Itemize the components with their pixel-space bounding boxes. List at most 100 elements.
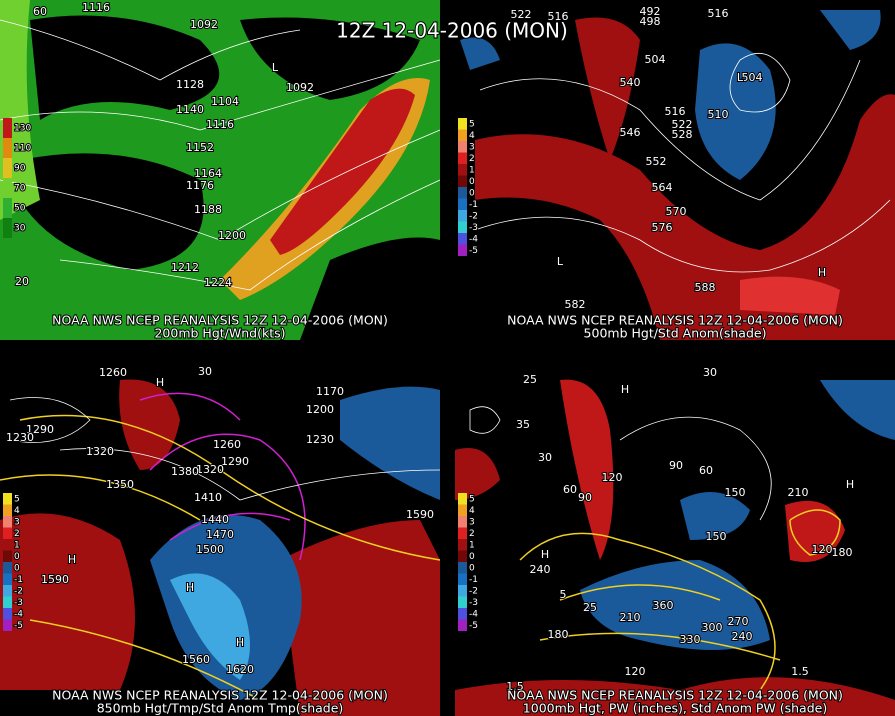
contour-label: H: [186, 581, 194, 594]
contour-label: 1320: [196, 463, 224, 476]
contour-label: 150: [706, 530, 727, 543]
panel-1000mb: [455, 375, 895, 716]
contour-label: 498: [640, 15, 661, 28]
colorbar-swatch: [3, 539, 12, 551]
contour-label: 1230: [306, 433, 334, 446]
contour-label: 552: [646, 155, 667, 168]
contour-label: L: [272, 61, 279, 74]
contour-label: 1200: [218, 229, 246, 242]
contour-label: 20: [15, 275, 29, 288]
colorbar-swatch: [458, 198, 467, 210]
contour-label: L: [737, 71, 744, 84]
contour-label: 60: [699, 464, 713, 477]
colorbar-swatch: [458, 516, 467, 528]
contour-label: 180: [548, 628, 569, 641]
contour-label: 60: [33, 5, 47, 18]
contour-label: 1152: [186, 141, 214, 154]
panel-caption: 200mb Hgt/Wnd(kts): [154, 326, 285, 341]
panel-source: NOAA NWS NCEP REANALYSIS 12Z 12-04-2006 …: [507, 688, 843, 703]
contour-label: 1128: [176, 78, 204, 91]
colorbar-label: 4: [469, 506, 475, 516]
contour-label: 564: [652, 181, 673, 194]
colorbar-label: 0: [14, 563, 20, 573]
colorbar-label: 30: [14, 224, 26, 234]
contour-label: 1290: [221, 455, 249, 468]
colorbar-label: 3: [14, 517, 20, 527]
colorbar-label: 5: [469, 119, 475, 129]
contour-label: 516: [665, 105, 686, 118]
colorbar-label: 110: [14, 144, 31, 154]
colorbar-swatch: [3, 573, 12, 585]
colorbar-swatch: [3, 198, 12, 218]
contour-label: 528: [672, 128, 693, 141]
colorbar-label: 0: [469, 563, 475, 573]
contour-label: 1200: [306, 403, 334, 416]
colorbar-label: 0: [469, 177, 475, 187]
contour-label: H: [846, 478, 854, 491]
contour-label: 30: [703, 366, 717, 379]
colorbar-label: 5: [14, 494, 20, 504]
contour-label: 120: [625, 665, 646, 678]
contour-label: 1104: [211, 95, 239, 108]
contour-label: 240: [732, 630, 753, 643]
colorbar-label: 2: [469, 529, 475, 539]
contour-label: 25: [583, 601, 597, 614]
contour-label: 1560: [182, 653, 210, 666]
panel-source: NOAA NWS NCEP REANALYSIS 12Z 12-04-2006 …: [52, 688, 388, 703]
contour-label: 1.5: [506, 680, 524, 693]
contour-label: 5: [560, 588, 567, 601]
contour-label: 1380: [171, 465, 199, 478]
panel-caption: 1000mb Hgt, PW (inches), Std Anom PW (sh…: [523, 701, 827, 716]
colorbar-swatch: [3, 608, 12, 620]
contour-label: 90: [669, 459, 683, 472]
contour-label: 1116: [206, 118, 234, 131]
contour-label: 516: [708, 7, 729, 20]
colorbar-swatch: [458, 608, 467, 620]
colorbar-swatch: [3, 516, 12, 528]
contour-label: 300: [702, 621, 723, 634]
contour-label: 1212: [171, 261, 199, 274]
colorbar-label: 3: [469, 142, 475, 152]
contour-label: H: [68, 553, 76, 566]
colorbar-swatch: [458, 527, 467, 539]
contour-label: 1260: [99, 366, 127, 379]
contour-label: 1170: [316, 385, 344, 398]
contour-label: 210: [620, 611, 641, 624]
colorbar-swatch: [458, 152, 467, 164]
colorbar-swatch: [458, 585, 467, 597]
colorbar-swatch: [3, 504, 12, 516]
colorbar-label: -2: [469, 211, 478, 221]
panel-caption: 850mb Hgt/Tmp/Std Anom Tmp(shade): [97, 701, 344, 716]
contour-label: 510: [708, 108, 729, 121]
contour-label: 588: [695, 281, 716, 294]
contour-label: 1590: [41, 573, 69, 586]
colorbar-label: -4: [469, 609, 478, 619]
colorbar-label: -3: [469, 223, 478, 233]
colorbar-swatch: [3, 596, 12, 608]
colorbar-label: 70: [14, 184, 26, 194]
contour-label: H: [156, 376, 164, 389]
contour-label: H: [236, 636, 244, 649]
colorbar-label: 3: [469, 517, 475, 527]
colorbar-swatch: [3, 619, 12, 631]
colorbar-swatch: [458, 233, 467, 245]
colorbar-label: 2: [14, 529, 20, 539]
contour-label: 60: [563, 483, 577, 496]
panel-caption: 500mb Hgt/Std Anom(shade): [584, 326, 767, 341]
colorbar-swatch: [458, 221, 467, 233]
contour-label: 1188: [194, 203, 222, 216]
contour-label: 1116: [82, 1, 110, 14]
contour-label: L: [557, 255, 564, 268]
colorbar-label: -4: [14, 609, 23, 619]
contour-label: 90: [578, 491, 592, 504]
contour-label: 30: [198, 365, 212, 378]
colorbar-label: 0: [469, 188, 475, 198]
contour-label: 582: [565, 298, 586, 311]
colorbar-swatch: [3, 550, 12, 562]
contour-label: H: [541, 548, 549, 561]
colorbar-swatch: [3, 178, 12, 198]
contour-label: 516: [548, 10, 569, 23]
contour-label: 1320: [86, 445, 114, 458]
colorbar-label: 0: [469, 552, 475, 562]
